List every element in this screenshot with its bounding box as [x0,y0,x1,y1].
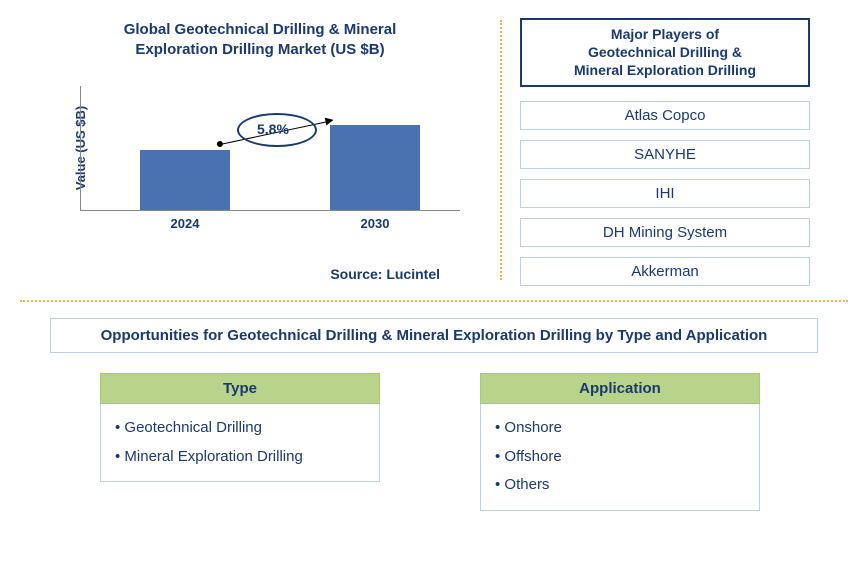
players-title: Major Players of Geotechnical Drilling &… [520,18,810,87]
vertical-divider [500,20,502,280]
bar-2024 [140,150,230,210]
opportunities-title: Opportunities for Geotechnical Drilling … [50,318,818,353]
application-header: Application [480,373,760,404]
application-list: Onshore Offshore Others [480,404,760,511]
x-axis-line [80,210,460,211]
opportunities-section: Opportunities for Geotechnical Drilling … [0,300,868,511]
players-title-line3: Mineral Exploration Drilling [574,62,756,78]
player-item: Atlas Copco [520,101,810,130]
cagr-label: 5.8% [257,121,289,137]
chart-title-line2: Exploration Drilling Market (US $B) [135,41,384,58]
chart-title: Global Geotechnical Drilling & Mineral E… [30,20,490,61]
list-item: Offshore [495,443,745,472]
player-item: SANYHE [520,140,810,169]
player-item: IHI [520,179,810,208]
player-item: DH Mining System [520,218,810,247]
chart-panel: Global Geotechnical Drilling & Mineral E… [0,0,500,300]
players-title-line2: Geotechnical Drilling & [588,44,742,60]
list-item: Geotechnical Drilling [115,414,365,443]
top-section: Global Geotechnical Drilling & Mineral E… [0,0,868,300]
list-item: Mineral Exploration Drilling [115,443,365,472]
x-label-2024: 2024 [140,216,230,231]
players-panel: Major Players of Geotechnical Drilling &… [500,0,830,300]
list-item: Others [495,471,745,500]
chart-title-line1: Global Geotechnical Drilling & Mineral [124,21,397,38]
y-axis-line [80,86,81,211]
player-item: Akkerman [520,257,810,286]
x-label-2030: 2030 [330,216,420,231]
application-column: Application Onshore Offshore Others [480,373,760,511]
source-label: Source: Lucintel [330,266,440,282]
list-item: Onshore [495,414,745,443]
chart-area: Value (US $B) 2024 2030 5.8% [80,81,460,231]
type-list: Geotechnical Drilling Mineral Exploratio… [100,404,380,482]
opportunities-columns: Type Geotechnical Drilling Mineral Explo… [50,373,818,511]
type-header: Type [100,373,380,404]
type-column: Type Geotechnical Drilling Mineral Explo… [100,373,380,511]
horizontal-divider [20,300,848,302]
players-title-line1: Major Players of [611,26,719,42]
bar-2030 [330,125,420,210]
